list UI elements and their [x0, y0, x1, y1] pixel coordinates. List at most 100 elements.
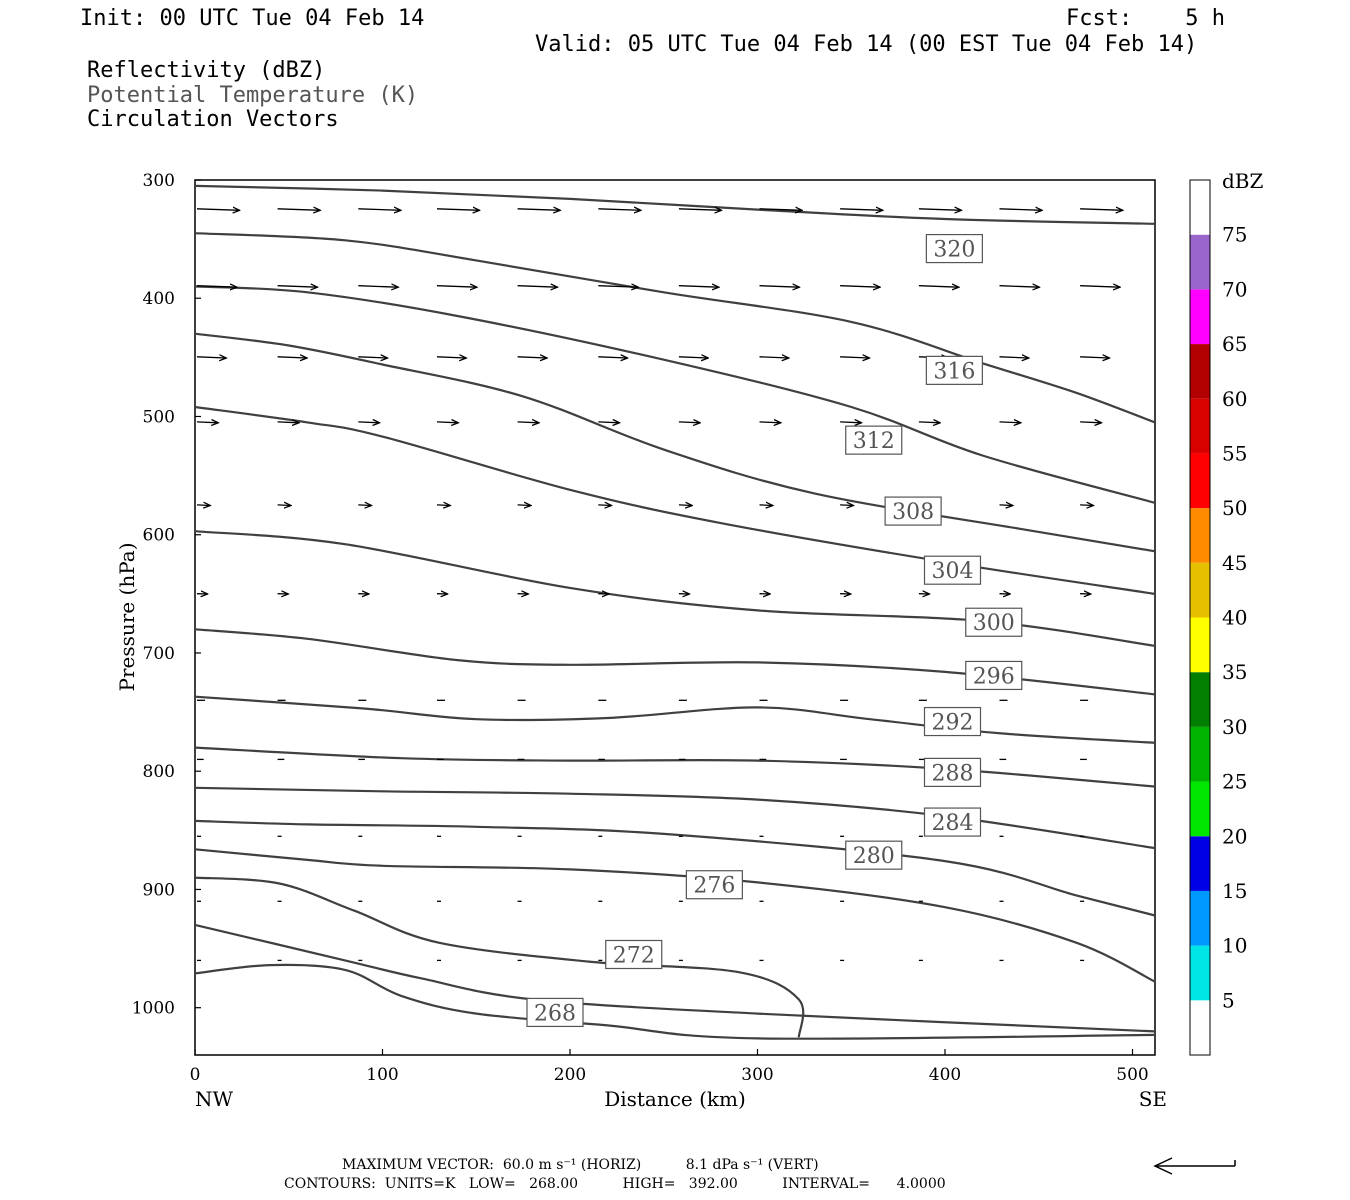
x-tick-label: 200: [554, 1065, 586, 1085]
vector-arrow: [598, 209, 641, 211]
vector-arrow: [999, 422, 1021, 423]
colorbar-bin-60: [1190, 344, 1210, 399]
vector-arrow: [1080, 505, 1093, 506]
init-time: Init: 00 UTC Tue 04 Feb 14: [80, 6, 425, 31]
contour-line-284: [194, 786, 1156, 850]
vector-arrow: [358, 357, 387, 358]
contour-label-box-304: [923, 555, 982, 585]
y-axis-title: Pressure (hPa): [115, 543, 139, 692]
vector-arrow: [436, 286, 477, 288]
vector-arrow: [759, 422, 781, 423]
vector-arrow: [277, 286, 318, 288]
colorbar-bin-35: [1190, 617, 1210, 673]
contour-label-box-276: [685, 870, 743, 900]
vector-arrow: [840, 422, 861, 423]
contour-label-300: 300: [973, 611, 1015, 636]
x-tick-label: 300: [741, 1065, 773, 1085]
y-tick-label: 500: [143, 407, 175, 427]
colorbar-tick-label: 35: [1222, 660, 1247, 684]
y-tick-label: 900: [143, 880, 175, 900]
contour-line-268: [194, 923, 1156, 1033]
x-tick-label: 0: [190, 1065, 201, 1085]
x-axis-title: Distance (km): [604, 1087, 746, 1111]
vector-arrow: [598, 505, 611, 506]
endpoint-left-label: NW: [195, 1087, 234, 1111]
contour-label-box-288: [923, 757, 982, 787]
colorbar-tick-label: 65: [1222, 332, 1247, 356]
vector-arrow: [196, 286, 237, 288]
vector-arrow: [759, 286, 800, 288]
vector-arrow: [517, 357, 547, 358]
vector-arrow: [277, 422, 299, 423]
contour-label-272: 272: [613, 943, 655, 968]
contour-label-292: 292: [932, 711, 974, 736]
vector-arrow: [840, 357, 869, 358]
contour-line-276: [194, 848, 1156, 983]
colorbar-bin-65: [1190, 289, 1210, 345]
contour-line-272: [194, 876, 805, 1038]
contour-label-304: 304: [932, 559, 974, 584]
vector-arrow: [517, 209, 561, 211]
contour-line-304: [194, 405, 1156, 595]
y-tick-label: 400: [143, 289, 175, 309]
contour-label-268: 268: [534, 1001, 576, 1026]
vector-arrow: [1080, 357, 1109, 358]
field-label-reflectivity: Reflectivity (dBZ): [87, 58, 326, 83]
vector-arrow: [840, 209, 883, 211]
contour-label-box-312: [845, 425, 903, 455]
y-tick-label: 700: [143, 644, 175, 664]
colorbar-bin-45: [1190, 508, 1210, 563]
vector-arrow: [598, 357, 627, 358]
y-tick-label: 600: [143, 526, 175, 546]
colorbar-tick-label: 55: [1222, 441, 1247, 465]
contour-label-296: 296: [973, 664, 1015, 689]
vector-arrow: [517, 286, 558, 288]
contour-line-312: [194, 285, 1156, 504]
contour-line-280: [194, 819, 1156, 917]
colorbar-tick-label: 25: [1222, 770, 1247, 794]
vector-arrow: [678, 209, 722, 211]
vector-arrow: [678, 505, 692, 506]
max-vector-note: MAXIMUM VECTOR: 60.0 m s⁻¹ (HORIZ) 8.1 d…: [342, 1157, 819, 1173]
contour-label-320: 320: [933, 238, 975, 263]
colorbar-tick-label: 15: [1222, 879, 1247, 903]
vector-arrow: [277, 505, 291, 506]
colorbar-title: dBZ: [1222, 169, 1264, 193]
colorbar-tick-label: 75: [1222, 223, 1247, 247]
contour-label-284: 284: [932, 811, 974, 836]
contour-line-316: [194, 232, 1156, 424]
vector-arrow: [196, 209, 240, 211]
colorbar-bin-70: [1190, 234, 1210, 290]
colorbar-tick-label: 20: [1222, 824, 1247, 848]
vector-arrow: [1080, 286, 1120, 288]
vector-arrow: [436, 209, 480, 211]
contour-line-296: [194, 628, 1156, 696]
contour-label-box-272: [605, 939, 663, 970]
contour-line-268: [194, 963, 1156, 1040]
vector-arrow: [918, 286, 959, 288]
vector-arrow: [918, 209, 962, 211]
vector-arrow: [598, 286, 638, 288]
vector-arrow: [759, 357, 789, 358]
forecast-hour: Fcst: 5 h: [1066, 6, 1225, 31]
colorbar-bin-30: [1190, 672, 1210, 727]
contour-label-box-300: [965, 607, 1023, 637]
contour-info-note: CONTOURS: UNITS=K LOW= 268.00 HIGH= 392.…: [284, 1176, 946, 1192]
contour-label-308: 308: [892, 500, 934, 525]
vector-arrow: [918, 422, 940, 423]
endpoint-right-label: SE: [1139, 1087, 1167, 1111]
contour-label-280: 280: [853, 844, 895, 869]
colorbar-frame: [1189, 179, 1211, 1056]
plot-frame: [194, 179, 1156, 1056]
axes: 0 100 200 300 400 500 300 400 500 600 700 800 900 100…: [132, 171, 1149, 1085]
vector-arrow: [678, 286, 719, 288]
vector-arrow: [436, 357, 466, 358]
vector-arrow: [999, 209, 1043, 211]
contour-label-box-308: [884, 496, 942, 526]
colorbar-tick-label: 30: [1222, 715, 1247, 739]
contour-line-292: [194, 695, 1156, 744]
colorbar-bin-20: [1190, 781, 1210, 837]
vector-arrow: [1080, 209, 1123, 211]
contour-label-288: 288: [932, 761, 974, 786]
colorbar-bin-75: [1190, 180, 1210, 235]
